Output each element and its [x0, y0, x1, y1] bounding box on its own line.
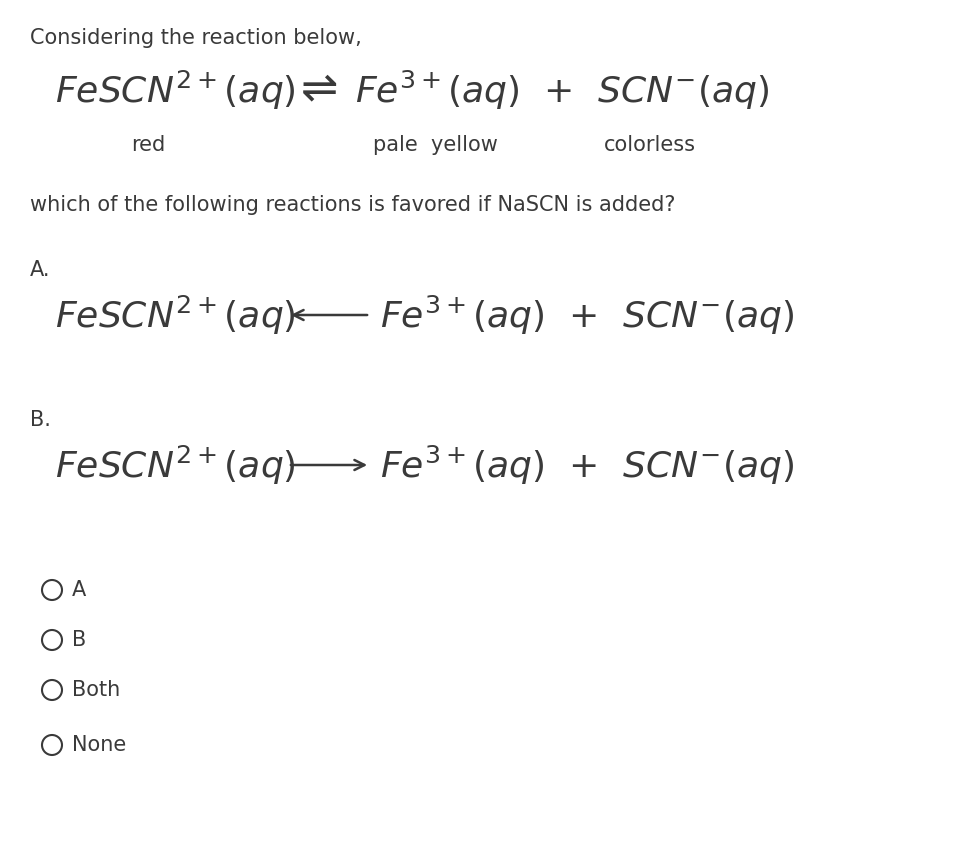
Text: colorless: colorless — [604, 135, 696, 155]
Text: B: B — [72, 630, 86, 650]
Text: $\rightleftharpoons$: $\rightleftharpoons$ — [292, 69, 338, 111]
Text: pale  yellow: pale yellow — [373, 135, 497, 155]
Text: A: A — [72, 580, 86, 600]
Text: $\mathit{FeSCN}^{2+}\mathit{(aq)}$: $\mathit{FeSCN}^{2+}\mathit{(aq)}$ — [55, 69, 296, 112]
Text: Both: Both — [72, 680, 121, 700]
Text: $\mathit{FeSCN}^{2+}\mathit{(aq)}$: $\mathit{FeSCN}^{2+}\mathit{(aq)}$ — [55, 444, 296, 487]
Text: B.: B. — [30, 410, 51, 430]
Text: $\mathit{FeSCN}^{2+}\mathit{(aq)}$: $\mathit{FeSCN}^{2+}\mathit{(aq)}$ — [55, 293, 296, 337]
Text: red: red — [131, 135, 165, 155]
Text: $\mathit{Fe}^{3+}\mathit{(aq)}$  $+$  $\mathit{SCN}^{-}\mathit{(aq)}$: $\mathit{Fe}^{3+}\mathit{(aq)}$ $+$ $\ma… — [380, 444, 794, 487]
Text: which of the following reactions is favored if NaSCN is added?: which of the following reactions is favo… — [30, 195, 675, 215]
Text: Considering the reaction below,: Considering the reaction below, — [30, 28, 362, 48]
Text: A.: A. — [30, 260, 51, 280]
Text: $\mathit{Fe}^{3+}\mathit{(aq)}$  $+$  $\mathit{SCN}^{-}\mathit{(aq)}$: $\mathit{Fe}^{3+}\mathit{(aq)}$ $+$ $\ma… — [380, 293, 794, 337]
Text: None: None — [72, 735, 126, 755]
Text: $\mathit{Fe}^{3+}\mathit{(aq)}$  $+$  $\mathit{SCN}^{-}\mathit{(aq)}$: $\mathit{Fe}^{3+}\mathit{(aq)}$ $+$ $\ma… — [355, 69, 769, 112]
